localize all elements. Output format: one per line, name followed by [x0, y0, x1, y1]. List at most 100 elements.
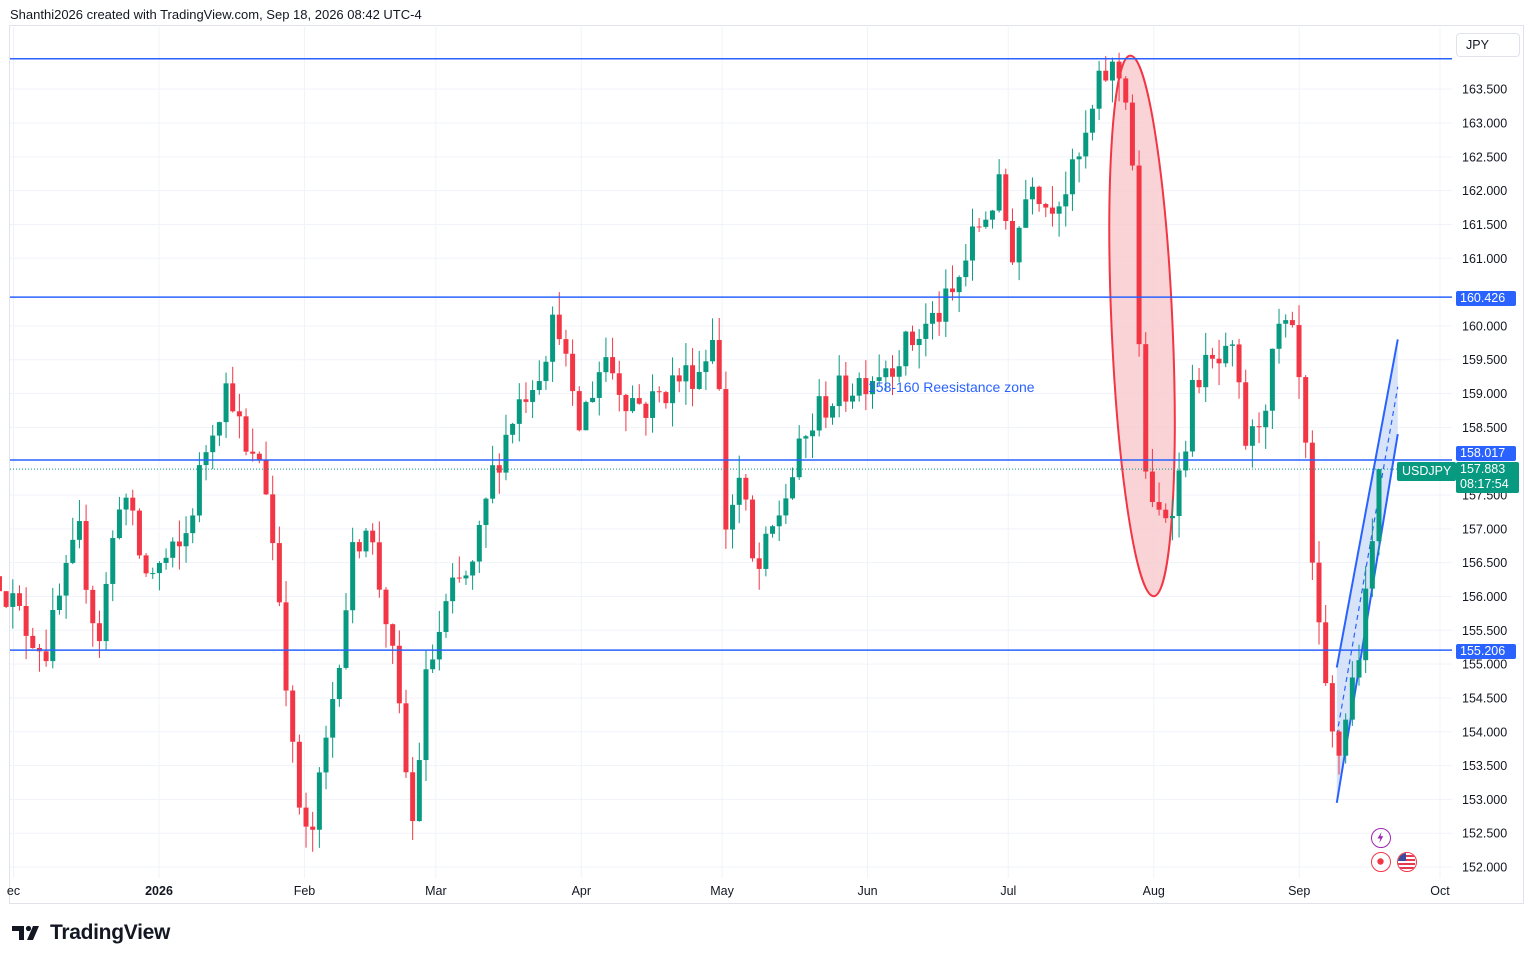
candle-body: [956, 277, 962, 293]
candle-body: [576, 391, 582, 431]
tv-logo-icon: [12, 925, 39, 940]
candle-body: [96, 623, 102, 642]
candle-body: [303, 807, 309, 827]
candle-body: [1309, 442, 1315, 563]
lightning-icon[interactable]: [1371, 828, 1391, 848]
candle-body: [1149, 471, 1155, 503]
candle-body: [903, 331, 909, 367]
candle-body: [530, 390, 536, 402]
candle-body: [183, 533, 189, 547]
candle-body: [503, 434, 509, 473]
candle-body: [1069, 159, 1075, 195]
grid-lines: [10, 27, 1452, 878]
candle-body: [923, 323, 929, 339]
candle-body: [963, 260, 969, 278]
candle-body: [1036, 186, 1042, 205]
y-tick-label: 162.000: [1462, 184, 1507, 198]
y-tick-label: 163.500: [1462, 83, 1507, 97]
candle-body: [1283, 320, 1289, 324]
candle-body: [3, 591, 9, 607]
y-tick-label: 155.000: [1462, 658, 1507, 672]
candle-body: [1056, 206, 1062, 214]
candle-body: [536, 381, 542, 391]
horizontal-lines: [10, 57, 1452, 651]
candle-body: [50, 610, 56, 662]
candle-body: [250, 451, 256, 454]
candle-body: [856, 378, 862, 396]
y-axis: 163.500 163.000 162.500 162.000 161.500 161.0…: [1462, 83, 1507, 875]
candle-body: [563, 339, 569, 354]
resistance-zone-label[interactable]: 158-160 Reesistance zone: [868, 379, 1035, 395]
candle-body: [1089, 108, 1095, 133]
x-tick-label: Oct: [1430, 884, 1450, 898]
candle-body: [823, 396, 829, 418]
candle-body: [1243, 382, 1249, 446]
candle-body: [1169, 515, 1175, 519]
candle-body: [230, 383, 236, 412]
candle-body: [1003, 174, 1009, 222]
candle-body: [889, 368, 895, 377]
candle-body: [1209, 354, 1215, 359]
candle-body: [543, 361, 549, 382]
candle-body: [450, 577, 456, 602]
candle-body: [1049, 207, 1055, 214]
y-tick-label: 163.000: [1462, 117, 1507, 131]
candle-body: [636, 398, 642, 404]
candle-body: [743, 477, 749, 500]
candle-body: [263, 460, 269, 495]
current-price-label: 157.883 08:17:54: [1456, 462, 1519, 493]
x-axis: ec 2026 Feb Mar Apr May Jun Jul Aug Sep Oct: [7, 884, 1450, 898]
candle-body: [1263, 410, 1269, 428]
x-tick-label: ec: [7, 884, 20, 898]
candle-body: [83, 521, 89, 590]
candle-body: [836, 375, 842, 407]
x-tick-label: 2026: [145, 884, 173, 898]
candle-body: [983, 219, 989, 227]
currency-button[interactable]: JPY: [1456, 33, 1520, 57]
candle-body: [516, 399, 522, 424]
candle-body: [603, 357, 609, 373]
chart-frame: [9, 25, 1524, 904]
candle-body: [236, 411, 242, 417]
candle-body: [1123, 78, 1129, 103]
candle-body: [730, 504, 736, 530]
candle-body: [1176, 470, 1182, 516]
candle-body: [1083, 132, 1089, 157]
candle-body: [1043, 204, 1049, 208]
price-line-label-155: 155.206: [1456, 644, 1516, 659]
candle-body: [1103, 70, 1109, 81]
candle-body: [1296, 325, 1302, 378]
x-tick-label: Jun: [857, 884, 877, 898]
candle-body: [896, 366, 902, 377]
candle-body: [1349, 677, 1355, 720]
candle-body: [370, 530, 376, 543]
candle-body: [243, 416, 249, 452]
record-icon[interactable]: [1371, 852, 1391, 872]
candle-body: [1116, 61, 1122, 79]
candle-body: [63, 562, 69, 596]
candle-body: [770, 526, 776, 534]
candle-body: [190, 515, 196, 534]
tradingview-logo[interactable]: TradingView: [12, 921, 170, 945]
candle-body: [863, 378, 869, 395]
candle-body: [663, 392, 669, 404]
us-flag-icon[interactable]: [1397, 852, 1417, 872]
candle-body: [276, 543, 282, 603]
candle-body: [256, 453, 262, 461]
candle-body: [790, 477, 796, 499]
candle-body: [876, 377, 882, 381]
x-tick-label: Jul: [1000, 884, 1016, 898]
x-tick-label: May: [710, 884, 734, 898]
candle-body: [436, 631, 442, 660]
candle-body: [630, 398, 636, 412]
candle-body: [750, 499, 756, 559]
candle-body: [123, 497, 129, 510]
bar-countdown: 08:17:54: [1460, 477, 1509, 491]
candle-body: [716, 339, 722, 390]
candle-body: [510, 423, 516, 435]
x-tick-label: Feb: [294, 884, 316, 898]
candle-body: [736, 477, 742, 505]
x-tick-label: Sep: [1288, 884, 1310, 898]
candle-body: [1329, 683, 1335, 732]
